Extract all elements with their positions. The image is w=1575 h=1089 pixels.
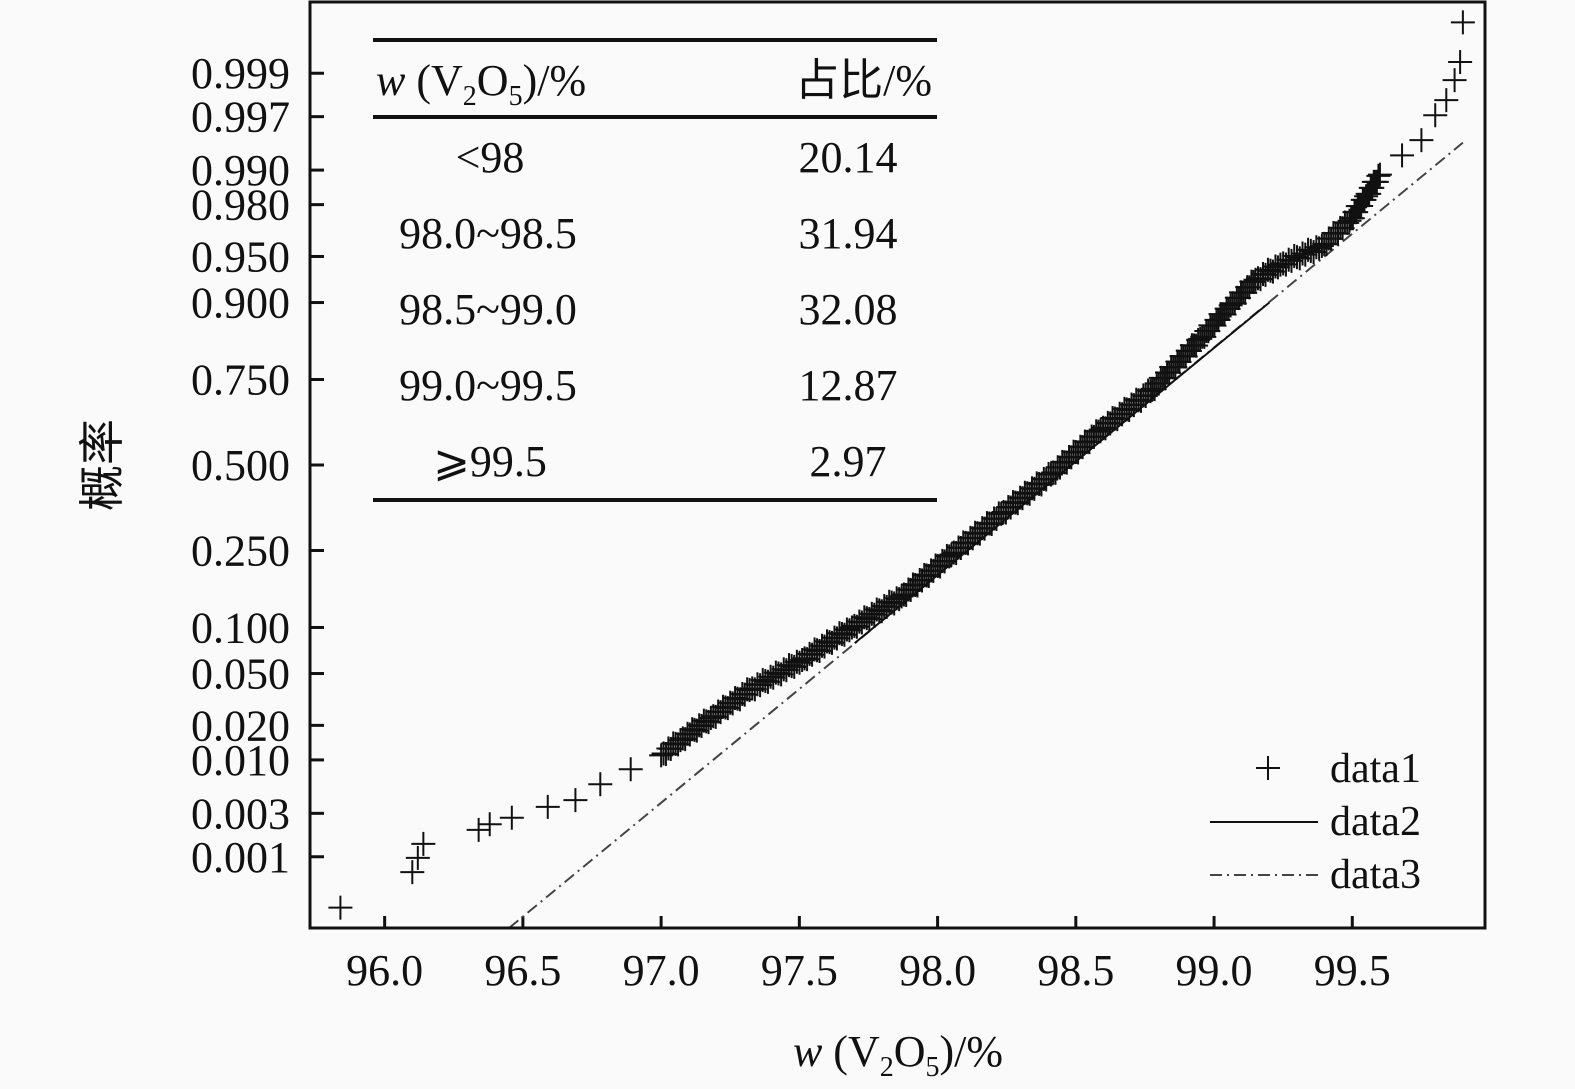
data1-point — [1448, 50, 1473, 75]
data1-point-dense — [1054, 450, 1079, 475]
data1-point-dense — [1077, 430, 1102, 455]
table-cell-share: 32.08 — [799, 285, 898, 334]
data1-point — [1423, 103, 1448, 128]
x-tick-label: 99.0 — [1176, 946, 1253, 995]
x-tick-label: 96.0 — [346, 946, 423, 995]
data1-point — [477, 812, 502, 837]
y-tick-label: 0.980 — [191, 181, 290, 230]
data1-point-dense — [1070, 435, 1095, 460]
data1-point — [411, 831, 436, 856]
data1-point — [1434, 88, 1459, 113]
data1-point-dense — [1349, 193, 1374, 218]
data1-point — [1390, 143, 1415, 168]
y-tick-label: 0.001 — [191, 833, 290, 882]
y-tick-label: 0.003 — [191, 789, 290, 838]
table-cell-range: ⩾99.5 — [433, 437, 547, 486]
data1-point — [400, 860, 425, 885]
data1-point — [1442, 68, 1467, 93]
data1-point-dense — [1043, 460, 1068, 485]
data1-point-dense — [1047, 455, 1072, 480]
y-tick-label: 0.997 — [191, 93, 290, 142]
table-cell-share: 2.97 — [810, 437, 887, 486]
data1-point-dense — [1059, 445, 1084, 470]
x-axis-label: w (V2O5)/% — [793, 1027, 1003, 1083]
table-cell-range: <98 — [456, 133, 525, 182]
data1-point-dense — [1314, 232, 1339, 257]
data1-point-dense — [1036, 462, 1061, 487]
y-tick-label: 0.999 — [191, 49, 290, 98]
table-cell-range: 98.5~99.0 — [399, 285, 577, 334]
data1-point — [405, 845, 430, 870]
y-tick-label: 0.100 — [191, 603, 290, 652]
legend-marker-data1 — [1256, 756, 1280, 780]
table-header-col2: 占比/% — [795, 56, 932, 105]
data1-point-dense — [1360, 175, 1385, 200]
x-tick-label: 97.0 — [623, 946, 700, 995]
table-cell-range: 98.0~98.5 — [399, 209, 577, 258]
y-tick-label: 0.950 — [191, 232, 290, 281]
data1-point-dense — [1319, 226, 1344, 251]
data1-point-dense — [653, 741, 678, 766]
plot-frame — [308, 0, 1487, 930]
data1-point-dense — [1364, 169, 1389, 194]
data1-point-dense — [921, 558, 946, 583]
y-tick-label: 0.010 — [191, 736, 290, 785]
y-axis-label: 概率 — [77, 419, 128, 511]
legend: data1 data2 data3 — [1210, 746, 1421, 898]
data1-point-dense — [910, 568, 935, 593]
data1-point-dense — [1352, 187, 1377, 212]
data1-point — [588, 772, 613, 797]
data1-point — [1450, 10, 1475, 35]
data1-point — [563, 788, 588, 813]
data1-point — [466, 817, 491, 842]
data-marks — [328, 10, 1475, 929]
y-tick-label: 0.050 — [191, 650, 290, 699]
table-cell-share: 20.14 — [799, 133, 898, 182]
data1-point-dense — [898, 577, 923, 602]
y-tick-label: 0.750 — [191, 355, 290, 404]
y-tick-label: 0.500 — [191, 441, 290, 490]
axis-ticks: 96.0 96.5 97.0 97.5 98.0 98.5 99.0 99.50.9990.9… — [191, 49, 1391, 995]
x-tick-label: 96.5 — [484, 946, 561, 995]
data1-point — [328, 895, 353, 920]
table-cell-share: 31.94 — [799, 209, 898, 258]
data1-point-dense — [916, 563, 941, 588]
data1-point — [1409, 128, 1434, 153]
x-tick-label: 98.0 — [899, 946, 976, 995]
data1-point-dense — [894, 582, 919, 607]
table-rows: <98 20.14 98.0~98.5 31.94 98.5~99.0 32.08 99.0… — [399, 133, 897, 486]
x-tick-label: 98.5 — [1037, 946, 1114, 995]
data1-point — [618, 757, 643, 782]
y-tick-label: 0.990 — [191, 146, 290, 195]
data1-point-dense — [928, 554, 953, 579]
table-cell-range: 99.0~99.5 — [399, 361, 577, 410]
data1-point-dense — [1344, 200, 1369, 225]
table-cell-share: 12.87 — [799, 361, 898, 410]
table-header-col1: w (V2O5)/% — [376, 56, 586, 112]
y-tick-label: 0.020 — [191, 701, 290, 750]
data1-point-dense — [1340, 206, 1365, 231]
y-tick-label: 0.250 — [191, 527, 290, 576]
x-tick-label: 97.5 — [761, 946, 838, 995]
legend-label-data1: data1 — [1330, 746, 1421, 792]
legend-label-data2: data2 — [1330, 799, 1421, 845]
data1-point-dense — [1326, 221, 1351, 246]
data1-point — [499, 805, 524, 830]
inset-table: w (V2O5)/% 占比/% <98 20.14 98.0~98.5 31.94 98… — [373, 38, 937, 502]
data1-point-dense — [905, 573, 930, 598]
x-tick-label: 99.5 — [1314, 946, 1391, 995]
data1-point — [535, 794, 560, 819]
data1-point-dense — [1066, 440, 1091, 465]
legend-label-data3: data3 — [1330, 852, 1421, 898]
data1-point — [649, 743, 674, 768]
y-tick-label: 0.900 — [191, 279, 290, 328]
data1-point-dense — [1366, 163, 1391, 188]
